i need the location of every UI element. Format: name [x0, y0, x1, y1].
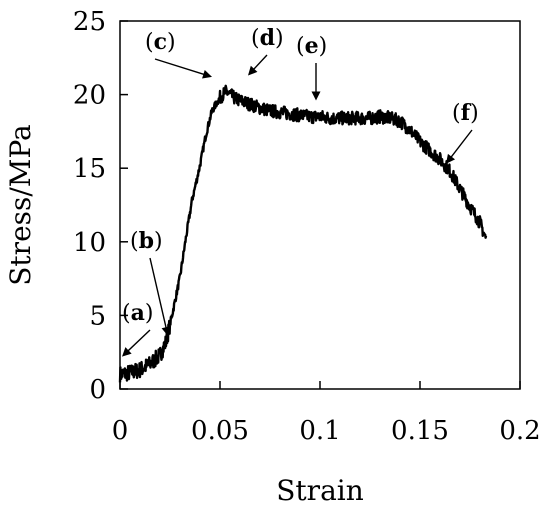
plot-frame: [119, 20, 521, 390]
y-tick-label: 20: [73, 81, 106, 111]
annotation-arrowhead: [202, 69, 212, 79]
y-axis-title: Stress/MPa: [4, 124, 37, 286]
x-tick-label: 0: [112, 416, 129, 446]
curve-annotations: (a) (b) (c) (d) (e) (f): [122, 25, 479, 357]
annotation-label: (f): [452, 100, 479, 126]
annotation-label: (a): [122, 300, 153, 326]
annotation-label: (b): [130, 228, 163, 254]
annotation-label: (e): [296, 33, 327, 59]
x-tick-label: 0.05: [191, 416, 249, 446]
y-tick-label: 25: [73, 7, 106, 37]
axis-ticks: [119, 20, 521, 390]
y-tick-label: 10: [73, 228, 106, 258]
annotation-arrow: [154, 58, 211, 78]
x-tick-label: 0.15: [391, 416, 449, 446]
x-axis-title: Strain: [276, 474, 364, 507]
annotation-arrowhead: [311, 91, 321, 101]
annotation-label: (c): [145, 29, 176, 55]
annotation-label: (d): [251, 25, 284, 51]
stress-strain-curve: [118, 84, 488, 383]
annotation-arrowhead: [122, 347, 132, 357]
tick-labels: 0 0.05 0.1 0.15 0.2 0 5 10 15 20 25: [73, 7, 541, 446]
annotation-arrowhead: [161, 326, 171, 337]
annotation-arrow: [149, 257, 169, 335]
x-tick-label: 0.1: [299, 416, 340, 446]
y-tick-label: 15: [73, 154, 106, 184]
x-tick-label: 0.2: [499, 416, 540, 446]
annotation-arrowhead: [248, 65, 258, 76]
y-tick-label: 0: [89, 375, 106, 405]
annotation-arrowhead: [446, 153, 456, 164]
y-tick-label: 5: [89, 301, 106, 331]
